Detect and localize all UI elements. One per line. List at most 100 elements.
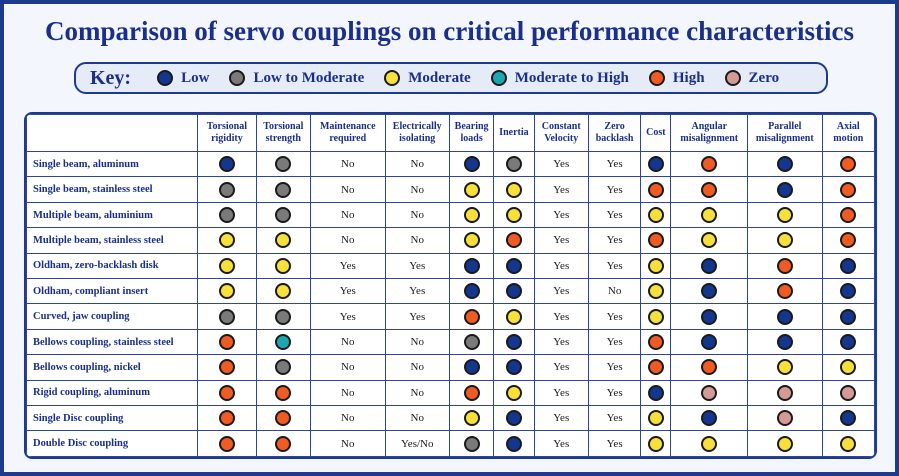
rating-cell xyxy=(747,405,823,432)
rating-dot-zero xyxy=(776,384,793,401)
rating-dot-low xyxy=(647,156,664,173)
rating-cell xyxy=(640,303,672,330)
rating-dot-high xyxy=(505,232,522,249)
text-cell: Yes xyxy=(587,430,642,457)
column-header-torsional-strength: Torsional strength xyxy=(255,114,311,152)
rating-dot-high xyxy=(647,181,664,198)
column-header-torsional-rigidity: Torsional rigidity xyxy=(197,114,257,152)
rating-cell xyxy=(640,201,672,229)
text-cell: Yes xyxy=(309,278,386,305)
rating-cell xyxy=(670,150,749,178)
rating-cell xyxy=(255,252,311,280)
rating-dot-high xyxy=(463,308,480,325)
rating-dot-moderate xyxy=(275,283,292,300)
rating-dot-high xyxy=(647,232,664,249)
rating-dot-moderate xyxy=(218,232,235,249)
rating-dot-high xyxy=(218,410,235,427)
rating-cell xyxy=(821,278,875,305)
legend-dot-moderate-to-high xyxy=(490,70,507,86)
text-cell: Yes xyxy=(533,176,589,203)
text-cell: No xyxy=(384,227,450,254)
rating-cell xyxy=(670,430,749,457)
header-row: Torsional rigidity Torsional strength Main… xyxy=(26,114,875,152)
rating-cell xyxy=(448,328,495,356)
rating-dot-high xyxy=(776,257,793,274)
rating-cell xyxy=(448,252,495,280)
rating-cell xyxy=(640,405,672,432)
rating-cell xyxy=(821,354,875,381)
rating-dot-low xyxy=(840,257,857,274)
text-cell: Yes xyxy=(384,278,450,305)
rating-dot-moderate xyxy=(275,257,292,274)
legend-dot-moderate xyxy=(384,70,401,86)
rating-dot-high xyxy=(463,384,480,401)
row-label: Double Disc coupling xyxy=(26,430,199,457)
rating-dot-high xyxy=(647,359,664,376)
rating-dot-high xyxy=(275,435,292,452)
rating-cell xyxy=(493,379,535,407)
rating-cell xyxy=(670,252,749,280)
legend-label: High xyxy=(672,69,705,86)
rating-cell xyxy=(640,328,672,356)
row-label: Multiple beam, aluminium xyxy=(26,201,199,229)
row-label: Oldham, compliant insert xyxy=(26,278,199,305)
rating-dot-low xyxy=(776,334,793,351)
text-cell: No xyxy=(309,150,386,178)
rating-dot-low xyxy=(218,156,235,173)
rating-cell xyxy=(197,176,257,203)
legend-label: Low xyxy=(181,69,210,86)
table-row: Single beam, aluminum No No Yes Yes xyxy=(26,150,875,178)
rating-dot-low-to-moderate xyxy=(275,359,292,376)
row-label: Bellows coupling, nickel xyxy=(26,354,199,381)
text-cell: No xyxy=(384,201,450,229)
rating-dot-moderate xyxy=(840,359,857,376)
rating-dot-low xyxy=(505,283,522,300)
rating-dot-high xyxy=(275,410,292,427)
rating-dot-low xyxy=(840,308,857,325)
rating-cell xyxy=(640,252,672,280)
rating-dot-low-to-moderate xyxy=(463,435,480,452)
rating-dot-moderate xyxy=(647,308,664,325)
legend-label: Zero xyxy=(748,69,780,86)
rating-cell xyxy=(448,150,495,178)
legend-dot-high xyxy=(648,70,665,86)
rating-cell xyxy=(821,176,875,203)
table-row: Double Disc coupling No Yes/No Yes Yes xyxy=(26,430,875,457)
text-cell: Yes xyxy=(533,201,589,229)
row-label: Bellows coupling, stainless steel xyxy=(26,328,199,356)
chart-title: Comparison of servo couplings on critica… xyxy=(44,16,855,46)
text-cell: No xyxy=(384,150,450,178)
rating-cell xyxy=(670,201,749,229)
text-cell: No xyxy=(309,379,386,407)
rating-dot-high xyxy=(840,207,857,224)
legend-dot-low xyxy=(157,70,174,86)
text-cell: Yes/No xyxy=(384,430,450,457)
table-row: Single Disc coupling No No Yes Yes xyxy=(26,405,875,432)
rating-dot-low xyxy=(840,334,857,351)
rating-dot-low xyxy=(701,257,718,274)
rating-cell xyxy=(448,379,495,407)
legend-item-moderate-to-high: Moderate to High xyxy=(490,70,629,87)
table-row: Oldham, compliant insert Yes Yes Yes No xyxy=(26,278,875,305)
rating-dot-low-to-moderate xyxy=(275,156,292,173)
column-header-angular-misalignment: Angular misalignment xyxy=(670,114,749,152)
rating-cell xyxy=(640,150,672,178)
rating-cell xyxy=(670,176,749,203)
row-label: Single Disc coupling xyxy=(26,405,199,432)
rating-cell xyxy=(821,303,875,330)
column-header-bearing-loads: Bearing loads xyxy=(448,114,495,152)
rating-cell xyxy=(493,227,535,254)
rating-cell xyxy=(821,328,875,356)
rating-cell xyxy=(255,278,311,305)
row-label: Curved, jaw coupling xyxy=(26,303,199,330)
rating-dot-moderate xyxy=(647,410,664,427)
rating-cell xyxy=(747,328,823,356)
text-cell: Yes xyxy=(384,252,450,280)
table-body: Single beam, aluminum No No Yes Yes Single be… xyxy=(26,150,875,457)
rating-dot-moderate xyxy=(701,207,718,224)
rating-dot-moderate xyxy=(463,207,480,224)
column-header-axial-motion: Axial motion xyxy=(821,114,875,152)
comparison-table-wrapper: Torsional rigidity Torsional strength Main… xyxy=(24,112,877,459)
rating-cell xyxy=(255,354,311,381)
legend-item-moderate: Moderate xyxy=(384,70,471,87)
